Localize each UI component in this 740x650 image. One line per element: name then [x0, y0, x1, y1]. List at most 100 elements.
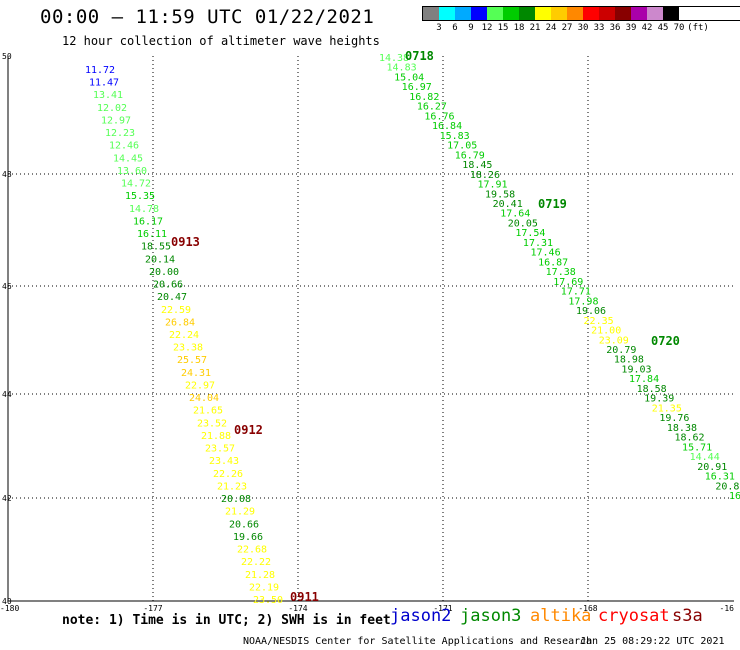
wave-height-value: 17.05 [447, 141, 477, 152]
legend-label: 39 [625, 23, 637, 33]
wave-height-value: 23.09 [599, 335, 629, 346]
wave-height-value: 15.71 [682, 442, 712, 453]
grid-lines [8, 56, 734, 601]
wave-height-value: 17.31 [523, 238, 553, 249]
lon-tick-label: -174 [288, 604, 307, 613]
legend-swatch [615, 7, 631, 20]
legend-label: 18 [513, 23, 525, 33]
wave-height-value: 18.26 [470, 170, 500, 181]
wave-height-value: 22.26 [213, 469, 243, 480]
legend-swatch [567, 7, 583, 20]
wave-height-value: 20.66 [229, 519, 259, 530]
lat-tick-label: 48 [2, 170, 12, 179]
lat-tick-label: 42 [2, 494, 12, 503]
legend-label: 3 [436, 23, 442, 33]
wave-height-value: 16.84 [432, 121, 462, 132]
wave-height-value: 24.31 [181, 368, 211, 379]
wave-height-value: 20.79 [606, 345, 636, 356]
credit-text: NOAA/NESDIS Center for Satellite Applica… [243, 636, 593, 647]
wave-height-value: 24.04 [189, 393, 219, 404]
wave-height-value: 17.64 [500, 209, 530, 220]
wave-height-value: 15.83 [440, 131, 470, 142]
lat-tick-label: 40 [2, 597, 12, 606]
legend-label: 15 [497, 23, 509, 33]
wave-height-value: 20.91 [697, 462, 727, 473]
wave-height-value: 23.50 [253, 595, 283, 606]
wave-height-value: 25.57 [177, 355, 207, 366]
lat-tick-label: 50 [2, 52, 12, 61]
legend-unit: (ft) [687, 23, 709, 33]
legend-swatch [455, 7, 471, 20]
wave-height-value: 21.65 [193, 406, 223, 417]
legend-swatch [519, 7, 535, 20]
wave-height-value: 22.97 [185, 380, 215, 391]
lon-tick-label: -16 [720, 604, 735, 613]
wave-height-value: 22.24 [169, 330, 199, 341]
lon-tick-label: -177 [143, 604, 162, 613]
legend-label: 70 [673, 23, 685, 33]
legend-swatch [551, 7, 567, 20]
legend-swatch [439, 7, 455, 20]
wave-height-value: 13.41 [93, 90, 123, 101]
lon-tick-label: -168 [578, 604, 597, 613]
wave-height-value: 15.35 [125, 191, 155, 202]
lon-tick-label: -171 [433, 604, 452, 613]
wave-height-value: 21.88 [201, 431, 231, 442]
pass-time-label: 0720 [651, 334, 680, 348]
wave-height-value: 19.58 [485, 189, 515, 200]
legend-swatch [487, 7, 503, 20]
legend-label: 24 [545, 23, 557, 33]
wave-height-value: 20.14 [145, 254, 175, 265]
satellite-track: 14.3814.8315.0416.9716.8216.2716.7616.84… [379, 49, 740, 502]
wave-height-value: 21.29 [225, 507, 255, 518]
legend-swatch [631, 7, 647, 20]
pass-time-label: 0911 [290, 590, 319, 604]
wave-height-value: 12.97 [101, 115, 131, 126]
wave-height-value: 14.78 [129, 204, 159, 215]
legend-swatch [503, 7, 519, 20]
mission-jason3: jason3 [460, 606, 522, 626]
wave-height-value: 26.84 [165, 317, 195, 328]
wave-height-value: 23.38 [173, 343, 203, 354]
wave-height-value: 20.66 [153, 280, 183, 291]
map-frame [7, 56, 734, 602]
legend-swatch [535, 7, 551, 20]
wave-height-value: 16.27 [417, 102, 447, 113]
legend-label: 12 [481, 23, 493, 33]
wave-height-value: 13.60 [117, 166, 147, 177]
lat-tick-label: 44 [2, 390, 12, 399]
generated-timestamp: Jan 25 08:29:22 UTC 2021 [580, 636, 725, 647]
wave-height-value: 21.00 [591, 326, 621, 337]
wave-height-value: 18.98 [614, 355, 644, 366]
wave-height-value: 19.66 [233, 532, 263, 543]
mission-cryosat: cryosat [598, 606, 670, 626]
lat-tick-label: 46 [2, 282, 12, 291]
wave-height-value: 12.46 [109, 141, 139, 152]
wave-height-value: 18.38 [667, 423, 697, 434]
wave-height-value: 16.97 [402, 82, 432, 93]
color-legend: 3 6 9 12 15 18 21 24 27 30 33 36 39 42 45 70 (ft) [422, 6, 740, 35]
wave-height-value: 16.87 [538, 257, 568, 268]
mission-jason2: jason2 [390, 606, 452, 626]
wave-height-value: 22.59 [161, 305, 191, 316]
wave-height-value: 22.19 [249, 582, 279, 593]
wave-height-value: 22.68 [237, 545, 267, 556]
legend-label: 6 [452, 23, 458, 33]
wave-height-value: 15.04 [394, 72, 424, 83]
wave-height-value: 11.72 [85, 65, 115, 76]
wave-height-value: 18.45 [462, 160, 492, 171]
wave-height-value: 14.45 [113, 153, 143, 164]
wave-height-value: 18.62 [674, 433, 704, 444]
legend-label: 21 [529, 23, 541, 33]
wave-height-value: 20.00 [149, 267, 179, 278]
wave-height-value: 23.57 [205, 444, 235, 455]
wave-height-value: 14.83 [387, 63, 417, 74]
wave-height-value: 14.38 [379, 53, 409, 64]
wave-height-value: 16.76 [424, 111, 454, 122]
wave-height-value: 20.08 [221, 494, 251, 505]
pass-time-label: 0913 [171, 235, 200, 249]
map-subtitle: 12 hour collection of altimeter wave hei… [62, 34, 380, 48]
wave-height-value: 21.23 [217, 481, 247, 492]
wave-height-value: 21.35 [652, 403, 682, 414]
